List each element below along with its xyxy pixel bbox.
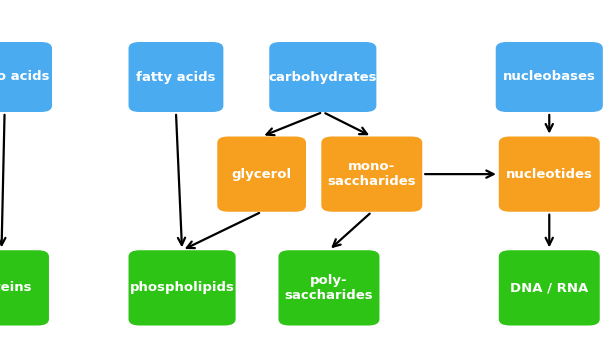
Text: nucleobases: nucleobases [503, 70, 595, 84]
FancyBboxPatch shape [496, 42, 603, 112]
Text: phospholipids: phospholipids [130, 281, 234, 294]
Text: mono-
saccharides: mono- saccharides [327, 160, 416, 188]
Text: DNA / RNA: DNA / RNA [510, 281, 588, 294]
Text: amino acids: amino acids [0, 70, 50, 84]
FancyBboxPatch shape [499, 136, 600, 212]
Text: carbohydrates: carbohydrates [269, 70, 377, 84]
FancyBboxPatch shape [0, 250, 49, 326]
Text: proteins: proteins [0, 281, 33, 294]
FancyBboxPatch shape [269, 42, 376, 112]
Text: glycerol: glycerol [231, 168, 292, 181]
FancyBboxPatch shape [499, 250, 600, 326]
Text: poly-
saccharides: poly- saccharides [285, 274, 373, 302]
FancyBboxPatch shape [0, 42, 52, 112]
FancyBboxPatch shape [278, 250, 379, 326]
FancyBboxPatch shape [129, 250, 236, 326]
Text: fatty acids: fatty acids [136, 70, 215, 84]
FancyBboxPatch shape [129, 42, 223, 112]
FancyBboxPatch shape [217, 136, 306, 212]
FancyBboxPatch shape [321, 136, 422, 212]
Text: nucleotides: nucleotides [506, 168, 592, 181]
